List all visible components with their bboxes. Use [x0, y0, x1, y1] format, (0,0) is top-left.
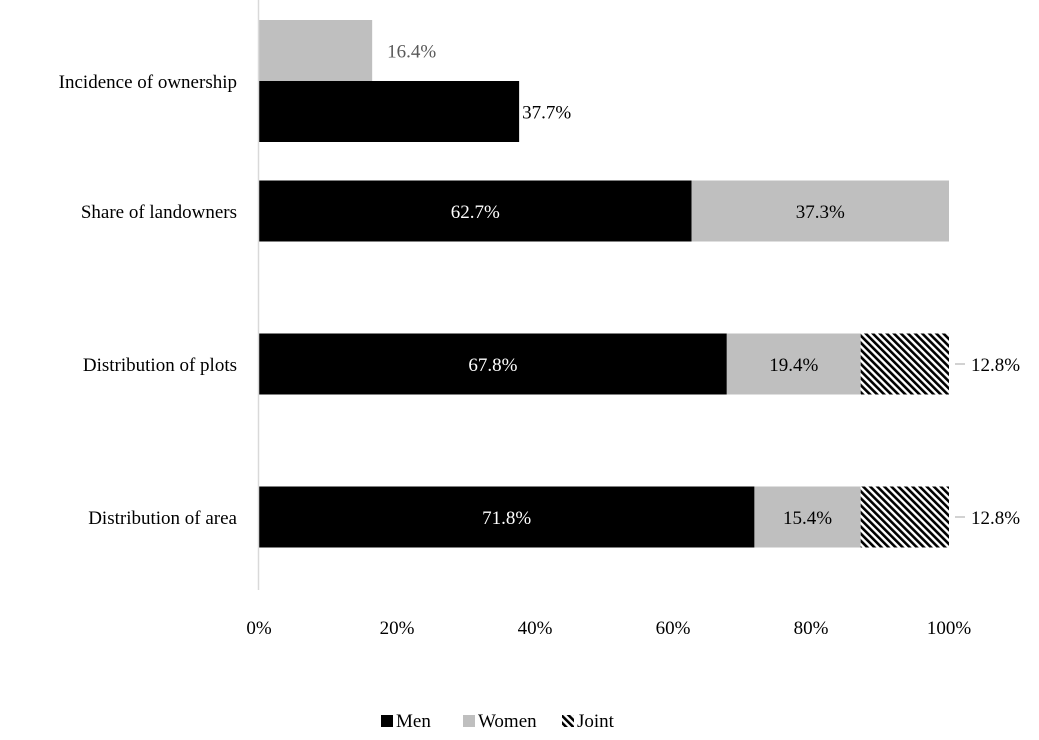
bar-men-0 [259, 81, 520, 142]
legend-swatch-women [463, 715, 475, 727]
legend-label-joint: Joint [577, 711, 615, 732]
bar-joint-2 [860, 333, 949, 395]
category-label-0: Incidence of ownership [59, 72, 237, 93]
x-tick-label-2: 40% [518, 618, 553, 639]
x-tick-label-1: 20% [380, 618, 415, 639]
legend-swatch-joint [562, 715, 574, 727]
data-label-joint-3: 12.8% [971, 508, 1020, 529]
data-label-men-1: 62.7% [451, 202, 500, 223]
data-label-women-0: 16.4% [387, 42, 436, 63]
data-label-men-0: 37.7% [522, 103, 571, 124]
data-label-men-2: 67.8% [468, 355, 517, 376]
bar-women-1 [691, 180, 949, 242]
bar-men-1 [259, 180, 692, 242]
data-label-joint-2: 12.8% [971, 355, 1020, 376]
bar-men-2 [259, 333, 727, 395]
category-label-1: Share of landowners [81, 202, 237, 223]
x-tick-label-0: 0% [246, 618, 272, 639]
data-label-women-3: 15.4% [783, 508, 832, 529]
bar-joint-3 [860, 486, 949, 548]
data-label-women-2: 19.4% [769, 355, 818, 376]
category-label-2: Distribution of plots [83, 355, 237, 376]
bar-women-3 [754, 486, 861, 548]
x-tick-label-4: 80% [794, 618, 829, 639]
bar-women-2 [726, 333, 861, 395]
x-tick-label-5: 100% [927, 618, 972, 639]
data-label-men-3: 71.8% [482, 508, 531, 529]
legend-label-men: Men [396, 711, 431, 732]
bar-women-0 [259, 20, 373, 81]
x-tick-label-3: 60% [656, 618, 691, 639]
legend-swatch-men [381, 715, 393, 727]
data-label-women-1: 37.3% [796, 202, 845, 223]
bar-men-3 [259, 486, 755, 548]
category-label-3: Distribution of area [88, 508, 237, 529]
legend-label-women: Women [478, 711, 537, 732]
